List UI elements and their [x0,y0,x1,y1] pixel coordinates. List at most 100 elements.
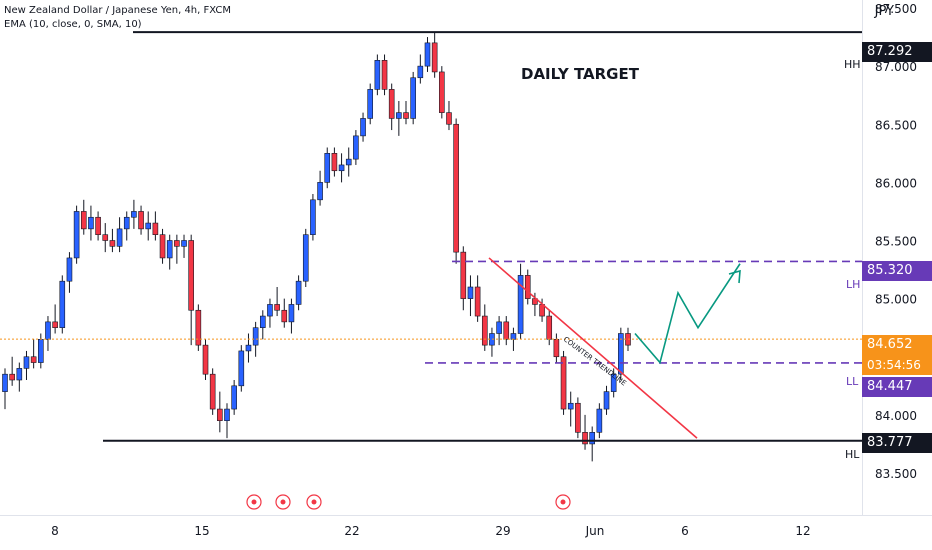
candle-body [295,280,302,305]
indicator-label[interactable]: EMA (10, close, 0, SMA, 10) [4,19,142,30]
candle-body [510,333,517,340]
candle-body [381,60,388,90]
candle-body [431,42,438,73]
candle-body [52,321,58,328]
candle-body [302,234,309,282]
y-tick-label: 86.000 [875,176,917,190]
candle-body [188,240,194,311]
x-tick-label: 12 [795,524,810,538]
candle-body [73,211,80,259]
candle-body [403,112,409,119]
candle-body [45,321,51,340]
counter-trendline-label: COUNTER TRENDLINE [562,335,628,387]
candle-body [102,234,109,241]
x-tick-label: 6 [681,524,689,538]
chart-legend: New Zealand Dollar / Japanese Yen, 4h, F… [4,4,231,32]
candle-body [209,373,216,410]
x-tick-label: 22 [344,524,359,538]
event-marker-icon[interactable] [275,494,291,510]
candle-body [202,344,209,375]
candle-body [546,315,553,340]
hl-label: HL [845,448,860,461]
candle-body [59,280,66,328]
candle-body [410,77,416,119]
candle-body [2,373,8,392]
x-tick-label: 29 [495,524,510,538]
y-tick-label: 87.500 [875,2,917,16]
candle-body [152,222,159,235]
candle-body [467,286,474,299]
candle-body [310,199,316,235]
countdown-label: 03:54:56 [862,355,932,375]
event-marker-dot-icon [280,499,286,505]
time-axis[interactable]: 8 15 22 29 Jun 6 12 [51,524,810,538]
symbol-title[interactable]: New Zealand Dollar / Japanese Yen, 4h, F… [4,5,231,16]
candle-body [224,408,230,421]
event-marker-icon[interactable] [246,494,262,510]
candle-body [123,216,130,230]
candle-body [618,333,624,375]
ll-label: LL [846,375,859,388]
counter-trendline[interactable] [488,257,698,439]
y-tick-label: 86.500 [875,118,917,132]
y-tick-label: 87.000 [875,60,917,74]
drawings[interactable]: DAILY TARGET HH LH LL HL COUNTER TRENDLINE [0,31,862,510]
candle-body [517,275,524,334]
projection-path[interactable] [634,263,741,365]
candle-body [23,356,30,369]
candle-body [481,315,488,346]
event-marker-icon[interactable] [555,494,571,510]
candle-body [374,60,381,90]
y-tick-label: 85.000 [875,293,917,307]
candle-body [331,153,338,172]
event-marker-icon[interactable] [306,494,322,510]
candle-body [238,350,245,387]
candle-body [252,327,259,346]
candle-body [195,309,202,346]
candle-body [453,123,459,253]
event-marker-dot-icon [311,499,317,505]
candle-body [109,240,116,247]
candle-body [288,304,295,323]
candle-body [553,339,560,358]
candle-body [231,385,237,410]
candle-body [95,216,101,235]
candle-body [446,112,452,125]
projection-arrowhead[interactable] [728,269,741,284]
candle-body [424,42,431,67]
candle-body [496,321,502,334]
candle-body [181,240,187,247]
candlestick-series [2,32,631,462]
candle-body [603,391,610,410]
candle-body [138,211,144,230]
lh-price-label: 85.320 [862,261,932,281]
candle-body [582,432,588,445]
ll-price-label: 84.447 [862,377,932,397]
candle-body [80,211,87,230]
y-tick-label: 85.500 [875,235,917,249]
candle-body [439,71,445,113]
hh-price-label: 87.292 [862,42,932,62]
currency-label: JPY [874,4,894,19]
candle-body [460,251,467,299]
candle-body [345,158,352,166]
candle-body [159,234,166,259]
candle-body [245,344,252,352]
lh-label: LH [846,278,860,291]
candle-body [575,402,581,433]
candle-body [388,89,395,119]
candle-body [474,286,481,317]
x-tick-label: Jun [585,524,605,538]
candle-body [281,309,288,323]
candle-body [16,368,23,381]
candle-body [396,112,402,119]
chart-area [0,0,932,516]
candle-body [30,356,37,363]
candle-body [567,402,574,410]
candle-body [274,304,280,311]
price-axis[interactable]: 83.50084.00084.50085.00085.50086.00086.5… [875,2,917,481]
candle-body [589,432,595,445]
candle-body [353,135,359,160]
current-price-label: 84.652 [862,335,932,355]
